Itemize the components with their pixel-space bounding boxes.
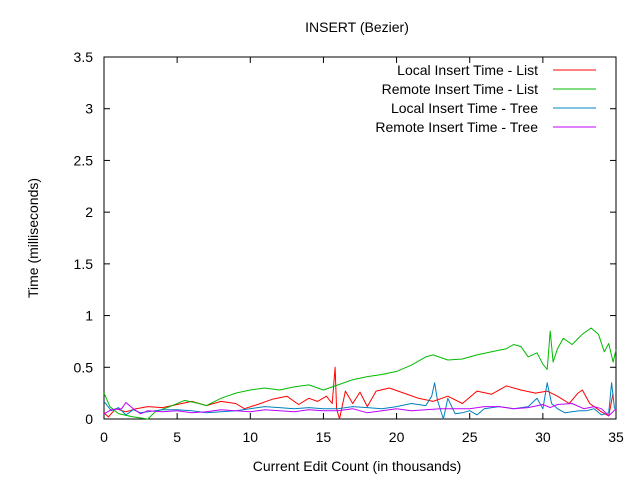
- legend-label: Local Insert Time - List: [397, 62, 538, 78]
- legend-label: Remote Insert Time - List: [382, 81, 538, 97]
- legend: Local Insert Time - List Remote Insert Ti…: [375, 62, 596, 135]
- series-line-2: [103, 327, 617, 420]
- legend-label: Local Insert Time - Tree: [391, 100, 538, 116]
- y-tick-label: 2: [85, 204, 93, 220]
- plot-frame: [103, 56, 617, 420]
- series-line-1: [103, 366, 614, 420]
- y-tick-label: 0: [85, 411, 93, 427]
- y-tick-label: 3: [85, 101, 93, 117]
- x-axis-label: Current Edit Count (in thousands): [253, 458, 462, 474]
- axes: 0 5 10 15 20 25 30 35 0 0.5 1 1.5 2 2.5 3 3.5: [74, 49, 624, 445]
- x-tick-label: 35: [608, 429, 624, 445]
- y-axis-label: Time (milliseconds): [25, 178, 41, 298]
- chart-title: INSERT (Bezier): [305, 19, 409, 35]
- series-line-3: [103, 382, 615, 420]
- x-tick-label: 0: [100, 429, 108, 445]
- y-tick-label: 3.5: [74, 49, 94, 65]
- y-tick-label: 2.5: [74, 152, 94, 168]
- x-tick-label: 30: [535, 429, 551, 445]
- y-tick-label: 0.5: [74, 359, 94, 375]
- x-tick-label: 15: [316, 429, 332, 445]
- y-tick-label: 1: [85, 308, 93, 324]
- x-tick-label: 25: [462, 429, 478, 445]
- x-tick-label: 5: [173, 429, 181, 445]
- x-tick-label: 20: [389, 429, 405, 445]
- series-lines: [103, 327, 617, 420]
- series-line-4: [103, 402, 617, 417]
- x-tick-label: 10: [242, 429, 258, 445]
- y-tick-label: 1.5: [74, 256, 94, 272]
- legend-label: Remote Insert Time - Tree: [375, 119, 538, 135]
